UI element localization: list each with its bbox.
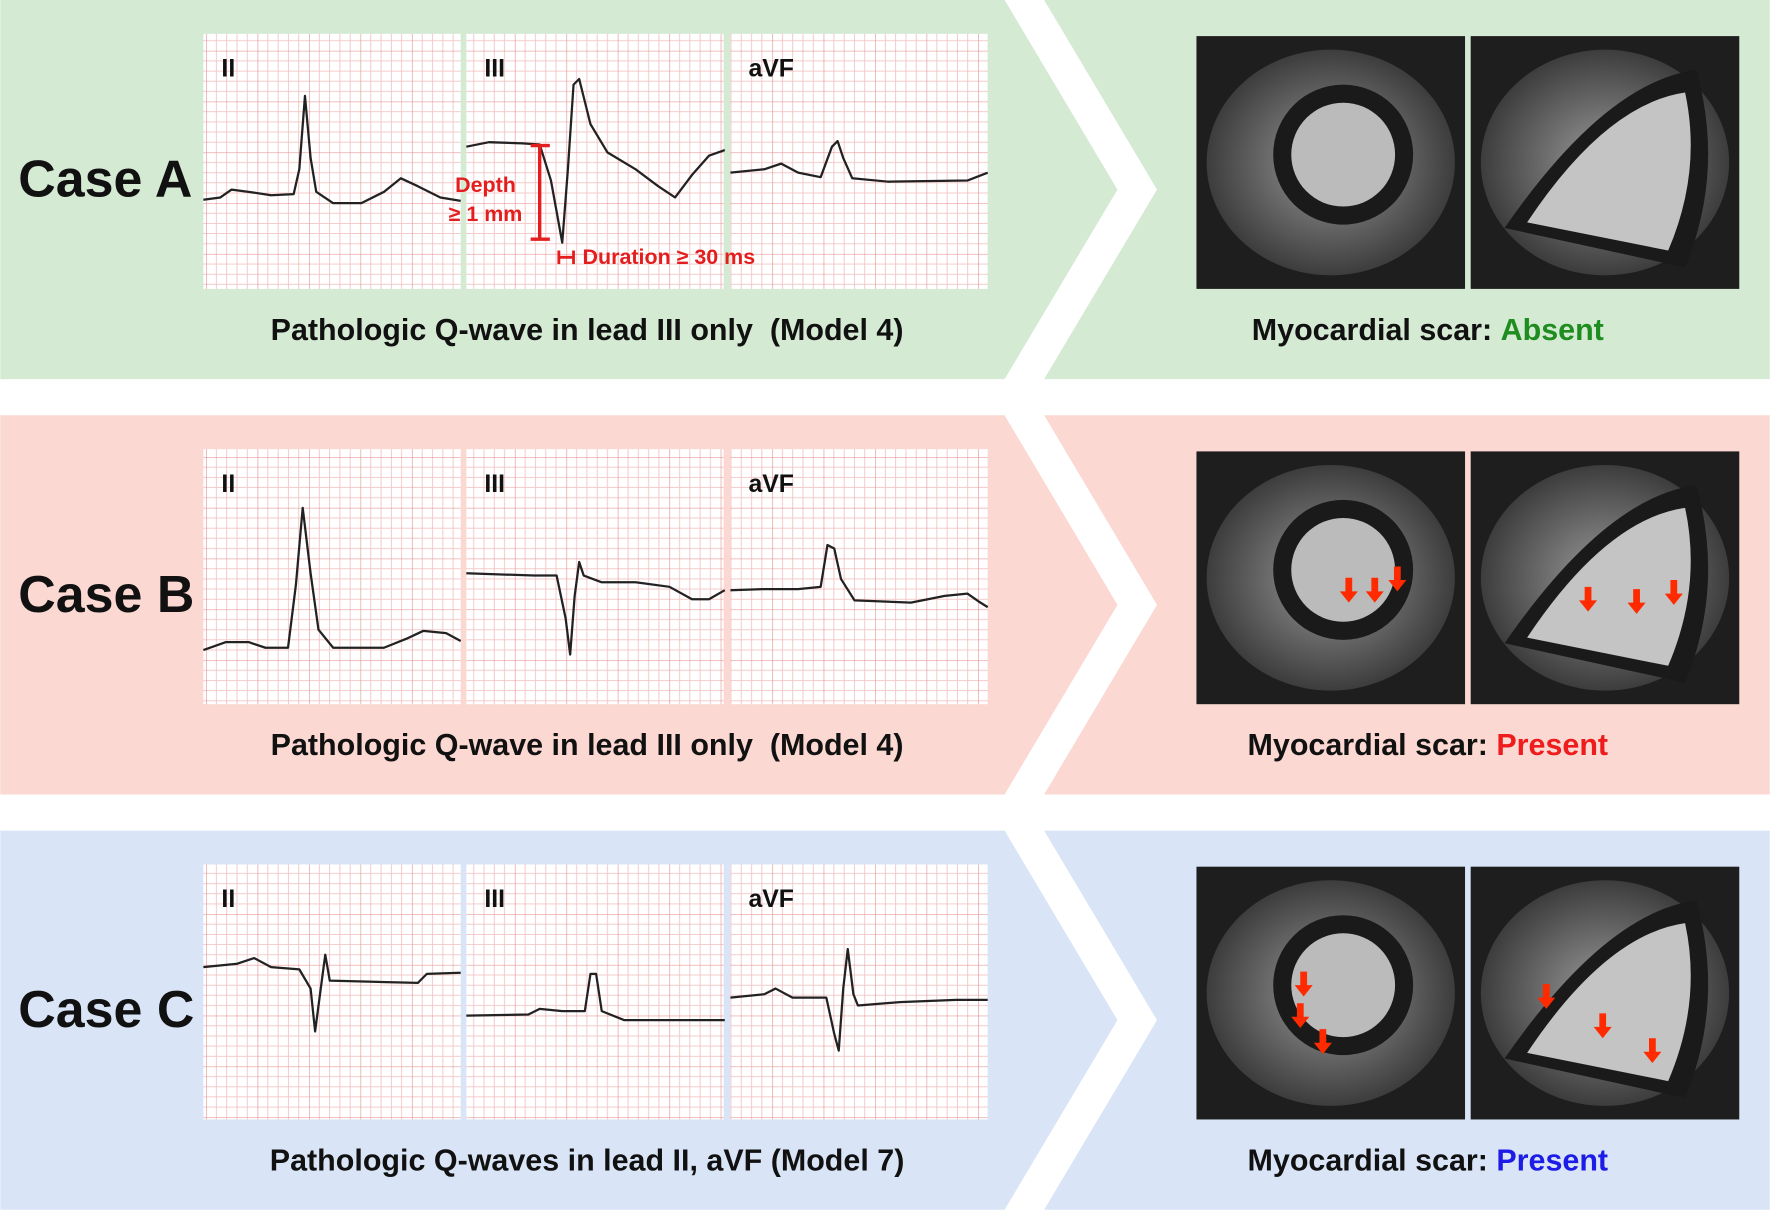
scar-result: Myocardial scar: Present: [1248, 1143, 1609, 1177]
ecg-grid: [203, 449, 461, 705]
depth-label: Depth: [455, 173, 516, 197]
lead-label: II: [221, 471, 235, 498]
scar-label: Myocardial scar:: [1248, 728, 1488, 762]
lead-label: III: [484, 56, 505, 83]
ecg-trace: [466, 560, 726, 656]
ecg-caption: Pathologic Q-wave in lead III only (Mode…: [271, 728, 904, 762]
scar-spacer: [1488, 728, 1496, 762]
scar-arrow: [1664, 580, 1683, 605]
scar-arrow: [1365, 577, 1384, 603]
ecg-grid: [466, 449, 724, 705]
scar-arrow: [1294, 971, 1313, 997]
scar-arrow: [1627, 589, 1646, 614]
scar-arrow: [1593, 1013, 1612, 1039]
scar-spacer: [1488, 1143, 1496, 1177]
scar-result: Myocardial scar: Absent: [1252, 313, 1604, 347]
lv-cavity: [1291, 517, 1396, 622]
scar-arrow: [1339, 577, 1358, 603]
ecg-trace: [730, 947, 988, 1052]
scar-value: Present: [1496, 1143, 1608, 1177]
depth-bracket: [530, 143, 550, 241]
case-label: Case B: [18, 566, 194, 624]
ecg-trace: [203, 953, 461, 1033]
duration-label: Duration ≥ 30 ms: [583, 245, 756, 269]
scar-arrow: [1313, 1029, 1332, 1055]
depth-value: ≥ 1 mm: [449, 202, 523, 226]
lv-cavity: [1527, 92, 1691, 251]
lead-label: III: [484, 886, 505, 913]
ecg-trace: [730, 139, 989, 183]
ecg-caption: Pathologic Q-waves in lead II, aVF (Mode…: [270, 1143, 905, 1177]
scar-label: Myocardial scar:: [1252, 313, 1492, 347]
ecg-trace: [466, 972, 725, 1022]
ecg-trace: [730, 543, 989, 609]
duration-marker: [557, 250, 575, 265]
scar-arrow: [1579, 586, 1598, 612]
ecg-grid: [203, 33, 461, 289]
ecg-grid: [730, 864, 988, 1120]
case-label: Case C: [18, 981, 194, 1039]
lead-label: II: [221, 56, 235, 83]
scar-arrow: [1291, 1003, 1310, 1029]
scar-arrow: [1388, 566, 1407, 592]
scar-spacer: [1492, 313, 1500, 347]
ecg-trace: [203, 506, 462, 652]
lead-label: aVF: [748, 471, 794, 498]
ecg-grid: [730, 449, 988, 705]
scar-arrow: [1537, 984, 1556, 1009]
scar-result: Myocardial scar: Present: [1248, 728, 1609, 762]
lv-cavity: [1291, 102, 1396, 207]
scar-value: Absent: [1501, 313, 1604, 347]
ecg-grid: [466, 33, 724, 289]
scar-value: Present: [1496, 728, 1608, 762]
lead-label: II: [221, 886, 235, 913]
ecg-trace: [203, 94, 461, 205]
case-label: Case A: [18, 151, 192, 209]
lv-cavity: [1291, 933, 1396, 1038]
ecg-grid: [730, 33, 988, 289]
ecg-grid: [466, 864, 724, 1120]
lead-label: aVF: [748, 56, 794, 83]
ecg-grid: [203, 864, 461, 1120]
scar-arrow: [1643, 1038, 1662, 1064]
ecg-caption: Pathologic Q-wave in lead III only (Mode…: [271, 313, 904, 347]
lead-label: aVF: [748, 886, 794, 913]
lead-label: III: [484, 471, 505, 498]
scar-label: Myocardial scar:: [1248, 1143, 1488, 1177]
lv-cavity: [1527, 507, 1691, 666]
